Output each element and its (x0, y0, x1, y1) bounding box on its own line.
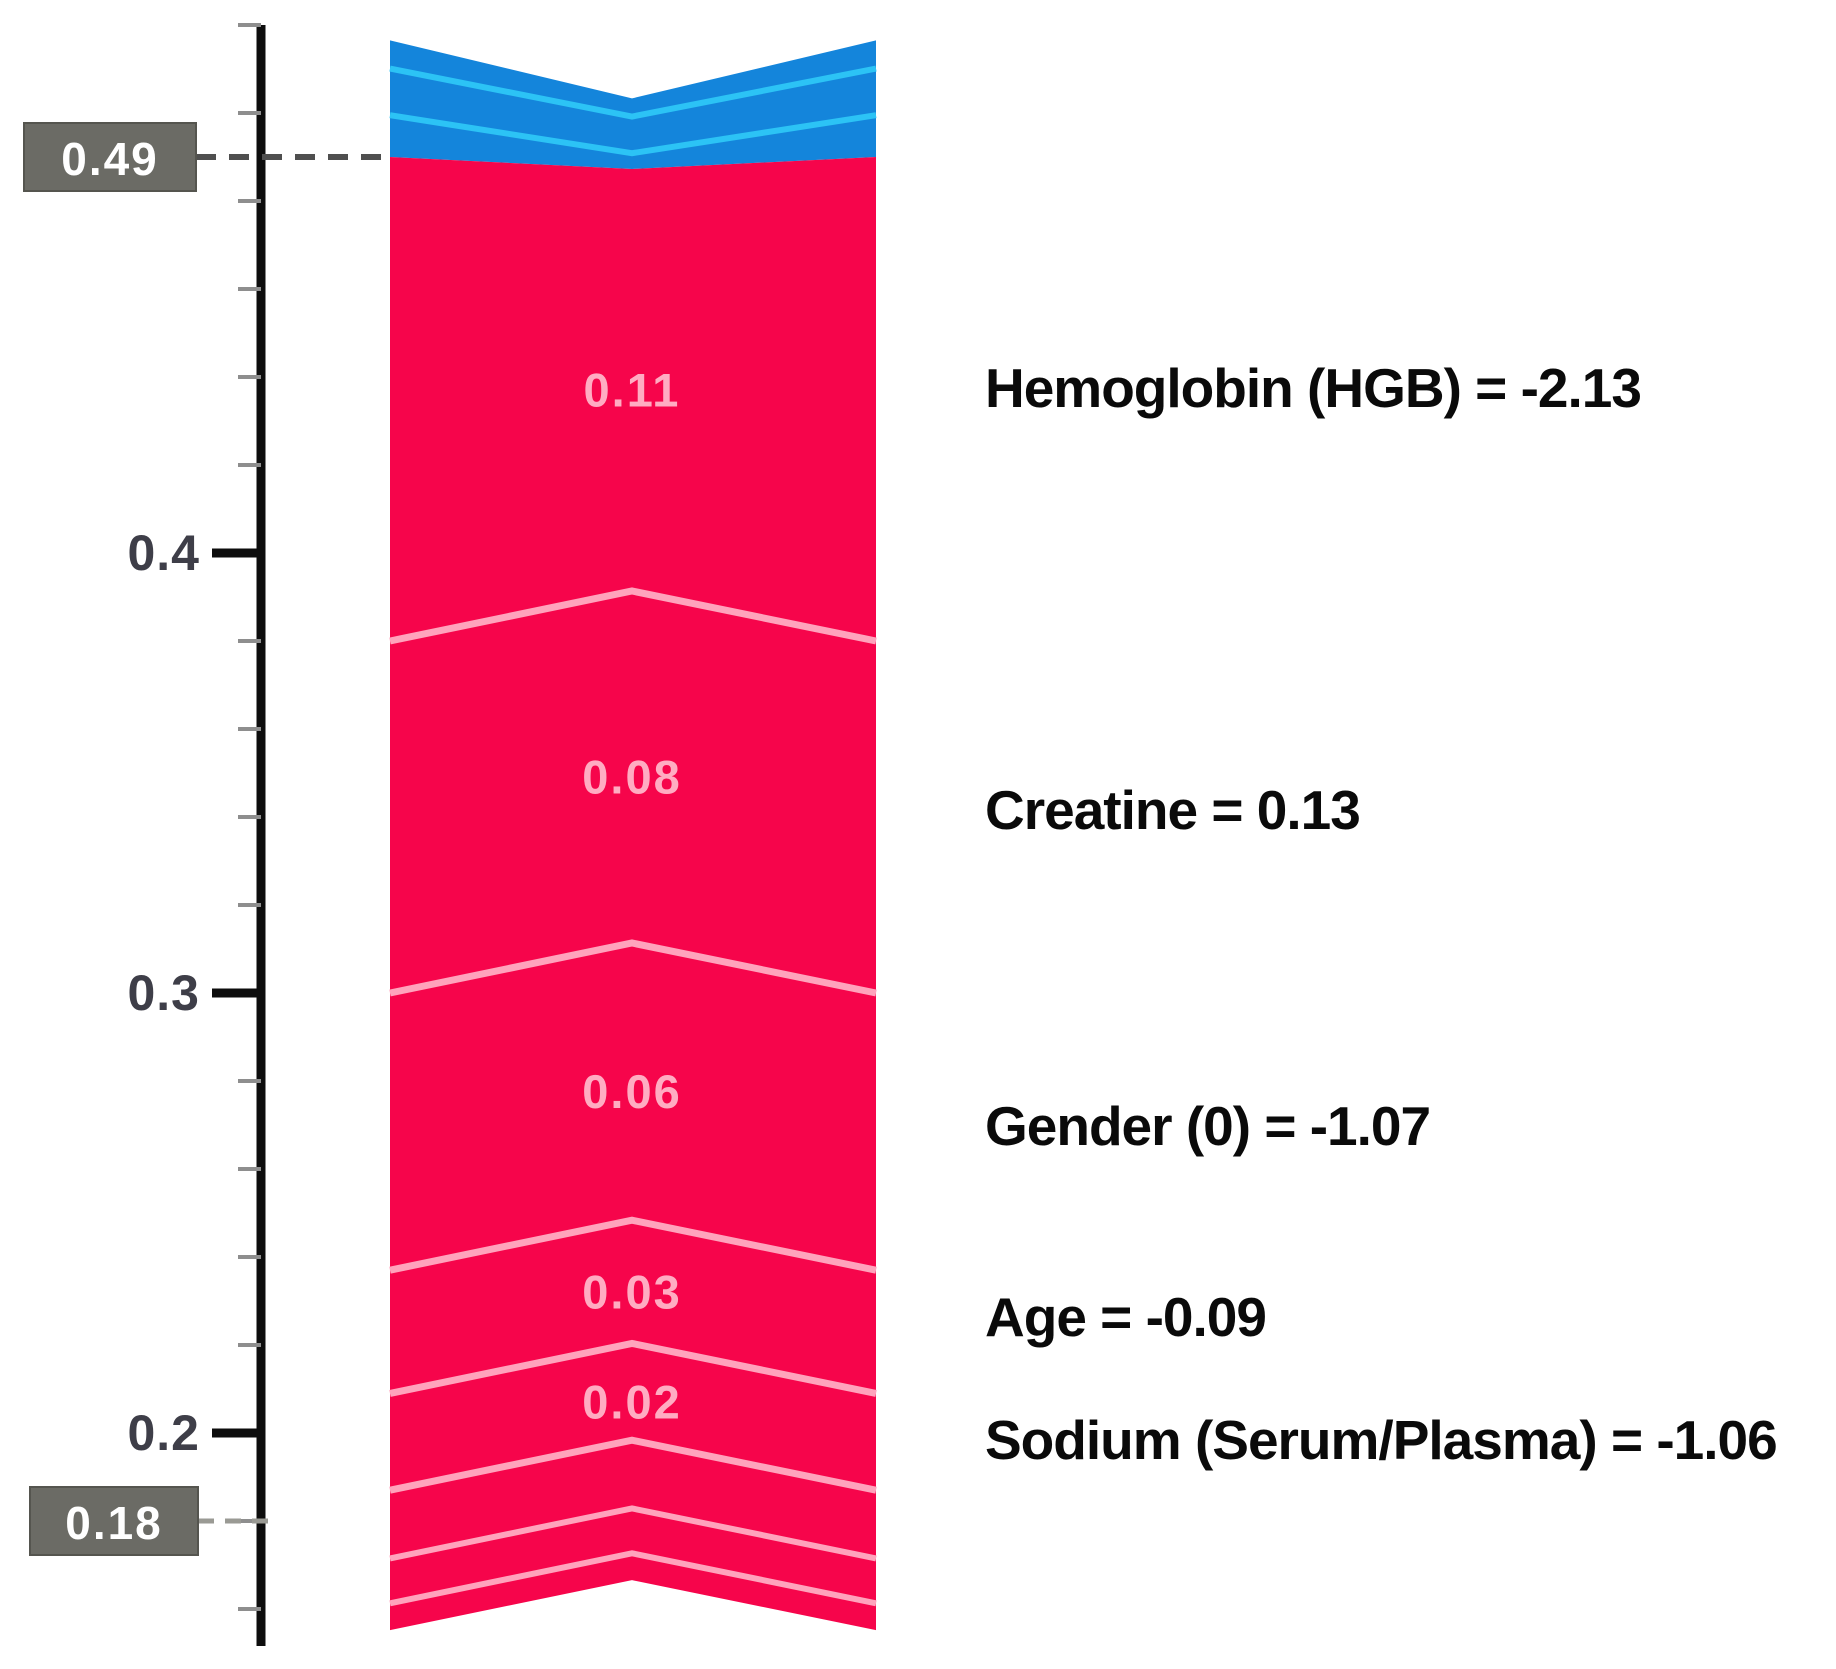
value-marker-box (23, 122, 197, 192)
axis-tick-label: 0.2 (127, 1405, 200, 1461)
axis-tick-label: 0.4 (127, 525, 200, 581)
feature-label: Creatine = 0.13 (985, 779, 1360, 841)
blue-segment-divider (389, 65, 877, 120)
red-segment-divider (389, 1216, 877, 1274)
blue-force-region (390, 40, 876, 170)
axis-tick-label: 0.3 (127, 965, 200, 1021)
value-marker-box (29, 1486, 199, 1556)
feature-label: Gender (0) = -1.07 (985, 1095, 1430, 1157)
red-force-region (390, 157, 876, 1631)
value-marker-label: 0.49 (61, 133, 159, 185)
blue-segment-divider (389, 112, 877, 157)
red-segment-divider (389, 1339, 877, 1397)
segment-value-label: 0.02 (582, 1375, 681, 1428)
segment-value-label: 0.06 (582, 1065, 681, 1118)
red-segment-divider (389, 587, 877, 645)
segment-value-label: 0.11 (584, 364, 681, 417)
feature-label: Sodium (Serum/Plasma) = -1.06 (985, 1409, 1777, 1471)
segment-value-label: 0.08 (582, 751, 681, 804)
red-segment-divider (389, 939, 877, 997)
red-segment-divider (389, 1550, 877, 1607)
feature-label: Hemoglobin (HGB) = -2.13 (985, 357, 1641, 419)
red-segment-divider (389, 1505, 877, 1562)
feature-label: Age = -0.09 (985, 1286, 1266, 1348)
segment-value-label: 0.03 (582, 1265, 681, 1318)
red-segment-divider (389, 1436, 877, 1494)
value-marker-label: 0.18 (65, 1497, 163, 1549)
